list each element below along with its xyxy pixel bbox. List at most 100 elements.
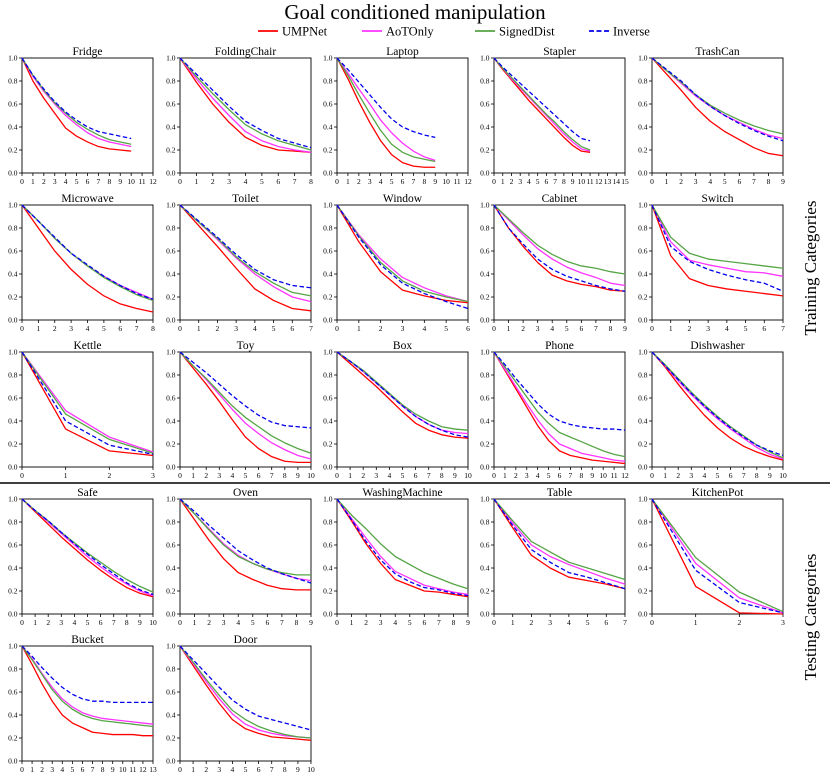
x-tick-label: 9 (309, 618, 313, 627)
x-tick-label: 5 (401, 471, 405, 480)
x-tick-label: 5 (244, 471, 248, 480)
y-tick-label: 0.0 (638, 610, 648, 619)
x-tick-label: 6 (422, 618, 426, 627)
axes-frame (179, 498, 312, 615)
axes-frame (493, 204, 626, 321)
x-tick-label: 4 (86, 324, 90, 333)
x-tick-label: 3 (151, 471, 155, 480)
series-line-aotonly (651, 498, 784, 614)
figure-title: Goal conditioned manipulation (284, 0, 546, 24)
x-tick-label: 1 (191, 765, 195, 774)
x-tick-label: 2 (357, 177, 361, 186)
panel-title-window: Window (383, 193, 423, 205)
x-tick-label: 7 (270, 471, 274, 480)
x-tick-label: 7 (97, 177, 101, 186)
x-tick-label: 8 (101, 765, 105, 774)
axes-frame (651, 204, 784, 321)
panel-switch: Switch 0.0 0.2 0.4 0.6 0.8 1.0 0 1 2 3 4 5 6 7 (638, 193, 785, 333)
y-tick-label: 0.0 (323, 316, 333, 325)
y-tick-label: 0.4 (480, 564, 490, 573)
x-tick-label: 10 (442, 177, 450, 186)
y-tick-label: 0.6 (480, 394, 490, 403)
series-line-signeddist (493, 204, 626, 275)
y-tick-label: 0.4 (480, 270, 490, 279)
y-tick-label: 0.0 (480, 463, 490, 472)
y-tick-label: 0.6 (323, 394, 333, 403)
x-tick-label: 0 (20, 471, 24, 480)
x-tick-label: 9 (111, 765, 115, 774)
x-tick-label: 6 (265, 618, 269, 627)
series-line-umpnet (179, 498, 311, 591)
panel-title-foldingchair: FoldingChair (215, 46, 277, 58)
x-tick-label: 2 (514, 471, 518, 480)
panel-washingmachine: WashingMachine 0.0 0.2 0.4 0.6 0.8 1.0 0 1 2 3 4 5 6 7… (323, 487, 470, 627)
x-tick-label: 11 (129, 765, 136, 774)
series-line-umpnet (493, 498, 626, 590)
series-line-inverse (21, 645, 153, 703)
x-tick-label: 5 (408, 618, 412, 627)
y-tick-label: 0.4 (480, 417, 490, 426)
series-line-aotonly (179, 498, 312, 582)
y-tick-label: 0.0 (480, 610, 490, 619)
series-line-umpnet (179, 57, 312, 153)
series-line-umpnet (21, 498, 154, 598)
y-tick-label: 0.6 (8, 394, 18, 403)
x-tick-label: 4 (64, 177, 68, 186)
x-tick-label: 4 (244, 177, 248, 186)
x-tick-label: 8 (125, 618, 129, 627)
x-tick-label: 3 (227, 177, 231, 186)
x-tick-label: 12 (621, 471, 629, 480)
x-tick-label: 7 (412, 177, 416, 186)
y-tick-label: 1.0 (8, 495, 18, 504)
x-tick-label: 1 (663, 471, 667, 480)
y-tick-label: 1.0 (480, 348, 490, 357)
y-tick-label: 0.8 (166, 518, 176, 527)
y-tick-label: 0.8 (638, 77, 648, 86)
panel-table: Table 0.0 0.2 0.4 0.6 0.8 1.0 0 1 2 3 4 5 6 7 (480, 487, 627, 627)
x-tick-label: 12 (595, 177, 603, 186)
x-tick-label: 1 (665, 177, 669, 186)
axes-frame (179, 204, 312, 321)
x-tick-label: 5 (272, 324, 276, 333)
legend-label-aotonly: AoTOnly (386, 25, 434, 39)
x-tick-label: 4 (236, 618, 240, 627)
series-line-signeddist (179, 351, 312, 454)
y-tick-label: 0.2 (166, 146, 176, 155)
y-tick-label: 0.4 (323, 564, 333, 573)
x-tick-label: 7 (112, 618, 116, 627)
panel-title-laptop: Laptop (386, 46, 419, 58)
x-tick-label: 5 (102, 324, 106, 333)
y-tick-label: 0.2 (480, 587, 490, 596)
series-line-umpnet (21, 351, 154, 457)
y-tick-label: 0.4 (166, 270, 176, 279)
panel-window: Window 0.0 0.2 0.4 0.6 0.8 1.0 0 1 2 3 4 5 6 (323, 193, 470, 333)
x-tick-label: 10 (119, 765, 127, 774)
x-tick-label: 9 (296, 765, 300, 774)
x-tick-label: 10 (307, 471, 315, 480)
x-tick-label: 3 (525, 471, 529, 480)
y-tick-label: 0.8 (323, 77, 333, 86)
series-line-signeddist (493, 351, 626, 458)
x-tick-label: 7 (91, 765, 95, 774)
y-tick-label: 0.4 (8, 711, 18, 720)
x-tick-label: 9 (138, 618, 142, 627)
series-line-aotonly (336, 351, 469, 435)
axes-frame (493, 57, 626, 174)
x-tick-label: 6 (81, 765, 85, 774)
axes-frame (179, 351, 312, 468)
x-tick-label: 7 (135, 324, 139, 333)
series-line-inverse (336, 204, 469, 310)
testing-categories-label: Testing Categories (801, 554, 820, 681)
x-tick-label: 2 (216, 324, 220, 333)
y-tick-label: 0.0 (166, 169, 176, 178)
x-tick-label: 1 (507, 324, 511, 333)
y-tick-label: 0.0 (166, 610, 176, 619)
axes-frame (336, 498, 469, 615)
y-tick-label: 1.0 (8, 201, 18, 210)
y-tick-label: 0.4 (166, 564, 176, 573)
axes-frame (21, 351, 154, 468)
x-tick-label: 2 (737, 618, 741, 627)
x-tick-label: 4 (253, 324, 257, 333)
x-tick-label: 3 (706, 324, 710, 333)
